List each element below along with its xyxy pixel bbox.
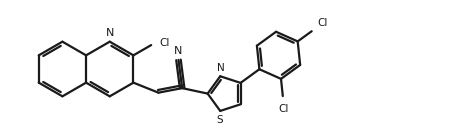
- Text: N: N: [105, 28, 114, 38]
- Text: N: N: [217, 63, 224, 73]
- Text: Cl: Cl: [159, 38, 169, 48]
- Text: Cl: Cl: [317, 18, 328, 28]
- Text: N: N: [174, 46, 182, 56]
- Text: Cl: Cl: [278, 104, 288, 114]
- Text: S: S: [216, 115, 222, 125]
